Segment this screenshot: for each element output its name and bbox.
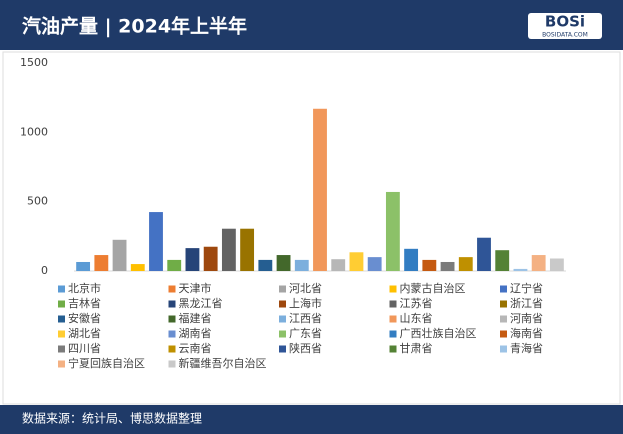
legend-swatch bbox=[168, 360, 176, 368]
legend-label: 云南省 bbox=[179, 342, 212, 355]
legend-label: 陕西省 bbox=[289, 341, 322, 355]
legend-swatch bbox=[168, 345, 176, 353]
y-tick-label: 1500 bbox=[20, 56, 48, 69]
bar bbox=[76, 261, 91, 271]
legend-swatch bbox=[168, 285, 176, 293]
logo: BOSi bbox=[545, 13, 585, 31]
legend-swatch bbox=[58, 300, 65, 308]
bar bbox=[385, 191, 400, 271]
legend-swatch bbox=[500, 345, 507, 353]
bar bbox=[349, 252, 364, 271]
bar bbox=[167, 259, 182, 271]
legend-label: 河南省 bbox=[510, 312, 543, 325]
legend-label: 四川省 bbox=[68, 342, 101, 355]
bar bbox=[495, 250, 510, 271]
legend-label: 天津市 bbox=[179, 281, 212, 295]
legend-label: 辽宁省 bbox=[510, 281, 543, 295]
bar bbox=[149, 212, 163, 271]
bar bbox=[404, 248, 419, 271]
legend-label: 江苏省 bbox=[400, 297, 433, 310]
bar bbox=[185, 248, 200, 271]
legend-label: 江西省 bbox=[289, 312, 322, 325]
legend-label: 浙江省 bbox=[510, 297, 543, 310]
y-tick-label: 0 bbox=[41, 264, 48, 277]
header-bar bbox=[0, 0, 623, 50]
legend-swatch bbox=[389, 330, 397, 338]
legend-swatch bbox=[389, 285, 397, 293]
legend-label: 山东省 bbox=[400, 312, 433, 325]
bar bbox=[477, 237, 491, 271]
legend-label: 北京市 bbox=[68, 281, 101, 295]
legend-swatch bbox=[279, 300, 286, 308]
y-tick-label: 500 bbox=[27, 195, 48, 208]
logo-sub: BOSIDATA.COM bbox=[542, 32, 588, 39]
bar bbox=[240, 228, 255, 271]
legend-swatch bbox=[500, 330, 507, 338]
legend-label: 广西壮族自治区 bbox=[400, 326, 477, 340]
legend-swatch bbox=[58, 285, 65, 293]
legend-label: 青海省 bbox=[510, 341, 543, 355]
bar bbox=[531, 255, 546, 271]
legend-label: 宁夏回族自治区 bbox=[68, 356, 145, 370]
legend-label: 湖北省 bbox=[68, 327, 101, 340]
legend-swatch bbox=[389, 345, 397, 353]
logo-box bbox=[528, 13, 602, 39]
legend-label: 甘肃省 bbox=[400, 342, 433, 355]
legend-label: 福建省 bbox=[179, 311, 212, 325]
bar bbox=[440, 261, 455, 271]
legend-swatch bbox=[58, 330, 65, 338]
legend-label: 吉林省 bbox=[68, 296, 101, 310]
legend-label: 湖南省 bbox=[179, 327, 212, 340]
legend-label: 新疆维吾尔自治区 bbox=[179, 356, 267, 370]
legend-swatch bbox=[58, 345, 65, 353]
legend-label: 黑龙江省 bbox=[179, 297, 223, 310]
legend-label: 海南省 bbox=[510, 326, 543, 340]
bar bbox=[458, 257, 473, 271]
source: 数据来源：统计局、博思数据整理 bbox=[22, 411, 202, 426]
bar bbox=[549, 258, 564, 271]
y-tick-label: 1000 bbox=[20, 125, 48, 138]
legend-swatch bbox=[389, 300, 397, 308]
bar bbox=[513, 268, 528, 271]
footer-bar bbox=[0, 405, 623, 434]
legend-label: 河北省 bbox=[289, 282, 322, 295]
bar bbox=[258, 259, 273, 271]
bar bbox=[94, 255, 109, 271]
bar bbox=[130, 264, 145, 271]
legend-swatch bbox=[389, 315, 397, 323]
legend-swatch bbox=[279, 345, 286, 353]
legend-swatch bbox=[500, 315, 507, 323]
legend-swatch bbox=[168, 300, 176, 308]
bar bbox=[221, 228, 236, 271]
legend-label: 内蒙古自治区 bbox=[400, 281, 466, 295]
bar bbox=[367, 257, 382, 271]
legend-swatch bbox=[500, 300, 507, 308]
legend-label: 上海市 bbox=[289, 296, 322, 310]
bar bbox=[276, 255, 291, 271]
legend-label: 安徽省 bbox=[68, 311, 101, 325]
plot-frame bbox=[2, 51, 621, 405]
legend-swatch bbox=[279, 315, 286, 323]
legend-swatch bbox=[279, 330, 286, 338]
legend-swatch bbox=[168, 315, 176, 323]
bar bbox=[203, 246, 218, 271]
legend-label: 广东省 bbox=[289, 327, 322, 340]
bar bbox=[331, 259, 346, 271]
bar bbox=[294, 259, 309, 271]
legend-swatch bbox=[279, 285, 286, 293]
bar bbox=[112, 239, 127, 271]
bar bbox=[313, 108, 327, 271]
legend-swatch bbox=[58, 315, 65, 323]
chart-title: 汽油产量 | 2024年上半年 bbox=[22, 15, 247, 38]
legend-swatch bbox=[500, 285, 507, 293]
bar bbox=[422, 259, 437, 271]
legend-swatch bbox=[168, 330, 176, 338]
legend-swatch bbox=[58, 360, 65, 368]
